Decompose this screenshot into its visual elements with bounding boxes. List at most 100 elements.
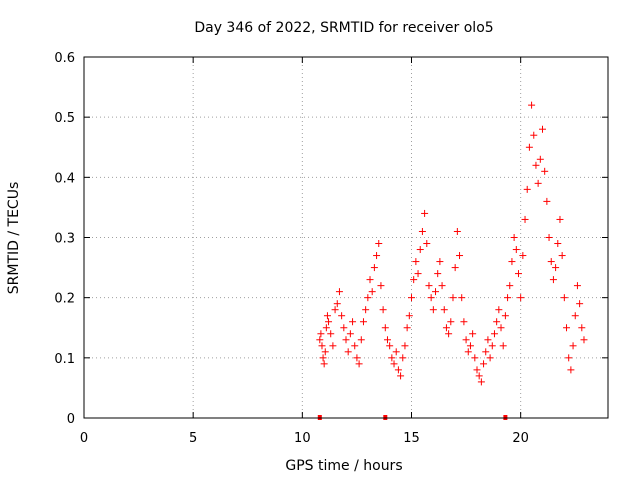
- data-point: [514, 270, 522, 278]
- data-point: [464, 348, 472, 356]
- data-point: [355, 360, 363, 368]
- data-point: [456, 252, 464, 260]
- data-point: [521, 215, 529, 223]
- data-point: [482, 348, 490, 356]
- data-point: [408, 294, 415, 302]
- data-point: [473, 366, 481, 374]
- data-point: [344, 348, 352, 356]
- y-tick-label: 0.6: [54, 51, 75, 66]
- data-point: [453, 227, 461, 235]
- data-point: [495, 306, 503, 314]
- data-point: [377, 282, 385, 290]
- data-point: [320, 360, 328, 368]
- data-point: [543, 197, 551, 205]
- data-point: [438, 282, 446, 290]
- x-tick-label: 15: [403, 431, 420, 446]
- data-point: [440, 306, 448, 314]
- data-point: [552, 264, 560, 272]
- chart-title: Day 346 of 2022, SRMTID for receiver olo…: [194, 20, 493, 36]
- data-point: [338, 312, 346, 320]
- data-point: [480, 360, 488, 368]
- data-point: [445, 330, 453, 338]
- data-point: [340, 324, 348, 332]
- data-point: [556, 215, 564, 223]
- x-tick-label: 10: [294, 431, 311, 446]
- data-point: [392, 348, 400, 356]
- data-point: [571, 312, 579, 320]
- data-point: [565, 354, 573, 362]
- data-point: [547, 258, 555, 266]
- data-point: [319, 354, 327, 362]
- data-point: [381, 324, 389, 332]
- data-point: [510, 234, 518, 241]
- data-point: [366, 276, 374, 284]
- data-point: [349, 318, 357, 326]
- data-point: [331, 306, 339, 314]
- plot-frame: [83, 56, 609, 419]
- data-point: [517, 294, 525, 302]
- data-point: [423, 240, 431, 248]
- data-point: [357, 336, 365, 344]
- data-point: [504, 294, 512, 302]
- data-point: [466, 342, 474, 350]
- data-point: [460, 318, 468, 326]
- data-point: [541, 167, 549, 175]
- data-point: [373, 252, 381, 260]
- data-point: [554, 240, 562, 248]
- data-point: [563, 324, 571, 332]
- data-point: [484, 336, 492, 344]
- data-point: [323, 312, 331, 320]
- data-point: [458, 294, 466, 302]
- data-point: [403, 324, 411, 332]
- data-point: [427, 294, 435, 302]
- data-point: [399, 354, 407, 362]
- data-point: [534, 179, 542, 187]
- data-point: [490, 330, 498, 338]
- data-point: [316, 336, 324, 344]
- y-axis-label: SRMTID / TECUs: [6, 182, 22, 295]
- data-point: [578, 324, 586, 332]
- data-point: [412, 258, 420, 266]
- data-point: [512, 246, 520, 254]
- x-tick-label: 5: [189, 431, 197, 446]
- data-point: [525, 143, 533, 151]
- data-point: [532, 161, 540, 169]
- data-point: [475, 372, 483, 380]
- data-point: [364, 294, 372, 302]
- data-point: [558, 252, 566, 260]
- data-point: [388, 354, 396, 362]
- data-point: [528, 101, 536, 109]
- data-point: [449, 294, 457, 302]
- data-point: [425, 282, 433, 290]
- data-point: [379, 306, 387, 314]
- y-tick-label: 0.2: [54, 292, 75, 307]
- data-point: [421, 209, 429, 217]
- data-point: [405, 312, 413, 320]
- data-point: [539, 125, 546, 133]
- data-point: [573, 282, 581, 290]
- data-point: [497, 324, 505, 332]
- data-point: [325, 318, 333, 326]
- data-point: [451, 264, 459, 272]
- data-point: [351, 342, 359, 350]
- data-point: [567, 366, 575, 374]
- data-point: [530, 131, 538, 139]
- data-point: [401, 342, 409, 350]
- data-point: [346, 330, 354, 338]
- data-point: [506, 282, 514, 290]
- data-point: [335, 288, 343, 296]
- x-tick-label: 0: [80, 431, 88, 446]
- data-point: [493, 318, 501, 326]
- data-point: [499, 342, 507, 350]
- data-point: [370, 264, 378, 272]
- data-point: [414, 270, 422, 278]
- data-point: [359, 318, 367, 326]
- data-point: [333, 300, 341, 308]
- data-point: [471, 354, 479, 362]
- data-point: [508, 258, 516, 266]
- data-point: [462, 336, 470, 344]
- data-point: [488, 342, 496, 350]
- data-point: [469, 330, 477, 338]
- data-point: [362, 306, 370, 314]
